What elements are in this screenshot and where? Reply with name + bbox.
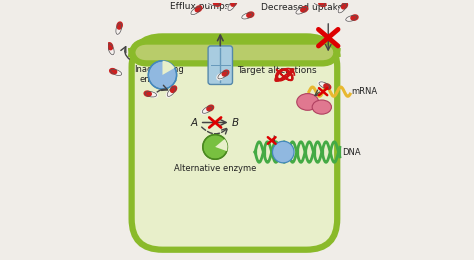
- FancyBboxPatch shape: [132, 36, 337, 250]
- Ellipse shape: [318, 81, 325, 87]
- Ellipse shape: [144, 91, 151, 96]
- Ellipse shape: [241, 14, 248, 20]
- Ellipse shape: [207, 105, 214, 111]
- Text: A: A: [191, 118, 198, 127]
- Text: Decreased uptake: Decreased uptake: [262, 3, 344, 12]
- Ellipse shape: [171, 86, 177, 92]
- Text: Efflux pumps: Efflux pumps: [170, 2, 229, 11]
- Ellipse shape: [151, 92, 158, 98]
- Text: DNA: DNA: [342, 148, 361, 157]
- Ellipse shape: [227, 5, 233, 11]
- Text: Target alterations: Target alterations: [237, 66, 317, 75]
- Ellipse shape: [222, 70, 229, 76]
- Ellipse shape: [201, 108, 208, 114]
- Circle shape: [148, 61, 177, 89]
- Ellipse shape: [115, 28, 120, 35]
- Ellipse shape: [324, 84, 331, 89]
- Ellipse shape: [297, 94, 319, 110]
- Ellipse shape: [337, 7, 343, 14]
- Wedge shape: [215, 139, 228, 151]
- Ellipse shape: [345, 17, 352, 22]
- Ellipse shape: [231, 0, 237, 6]
- Text: mRNA: mRNA: [351, 87, 377, 96]
- Text: B: B: [232, 118, 239, 127]
- Ellipse shape: [195, 6, 202, 12]
- Circle shape: [203, 135, 228, 159]
- Ellipse shape: [217, 74, 224, 80]
- Ellipse shape: [319, 1, 326, 6]
- Circle shape: [273, 141, 294, 163]
- Text: Inactivating
enzymes: Inactivating enzymes: [134, 64, 183, 84]
- Ellipse shape: [213, 1, 220, 6]
- Ellipse shape: [116, 71, 123, 76]
- FancyBboxPatch shape: [208, 46, 233, 84]
- Ellipse shape: [295, 9, 302, 15]
- Ellipse shape: [190, 10, 197, 16]
- Ellipse shape: [117, 22, 122, 29]
- Ellipse shape: [166, 91, 173, 97]
- Ellipse shape: [109, 69, 117, 74]
- Ellipse shape: [312, 0, 319, 5]
- Ellipse shape: [247, 12, 254, 17]
- Ellipse shape: [341, 2, 347, 9]
- Ellipse shape: [351, 15, 358, 20]
- Text: Alternative enzyme: Alternative enzyme: [174, 164, 256, 173]
- Ellipse shape: [312, 100, 331, 114]
- Ellipse shape: [301, 6, 308, 12]
- Ellipse shape: [207, 0, 214, 5]
- FancyBboxPatch shape: [132, 42, 337, 63]
- Ellipse shape: [109, 49, 115, 56]
- Ellipse shape: [107, 43, 113, 50]
- Wedge shape: [163, 61, 175, 75]
